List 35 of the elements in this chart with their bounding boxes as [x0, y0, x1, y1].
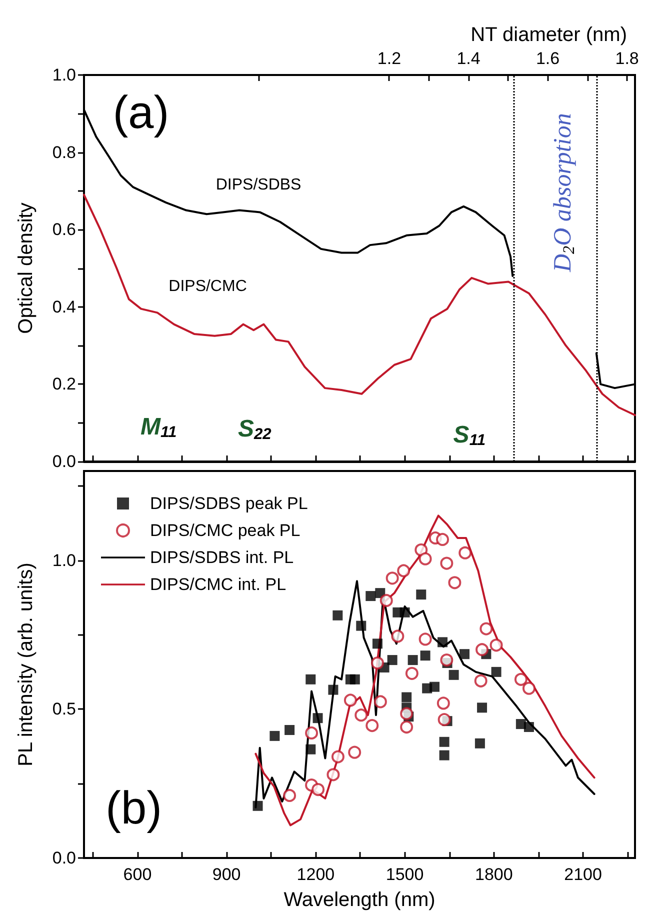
y-tick-label: 0.5: [52, 700, 76, 719]
legend-label: DIPS/SDBS peak PL: [150, 494, 308, 513]
y-tick-label: 0.0: [52, 452, 76, 471]
x-tick-label: 600: [123, 865, 152, 884]
y-tick-label: 0.2: [52, 374, 76, 394]
y-tick-label: 0.8: [52, 142, 76, 162]
annotation: S22: [238, 415, 272, 443]
y-axis-title: Optical density: [15, 202, 37, 334]
x-tick-label: 1500: [386, 865, 424, 884]
y-axis-title: PL intensity (arb. units): [15, 562, 37, 766]
annotation: M11: [140, 414, 177, 441]
x-tick-label: 1200: [296, 865, 335, 884]
x2-tick-label: 1.8: [615, 49, 639, 68]
legend-label: DIPS/CMC peak PL: [150, 521, 300, 540]
y-tick-label: 1.0: [52, 550, 76, 570]
x-axis-title: Wavelength (nm): [284, 889, 436, 911]
legend-label: DIPS/CMC int. PL: [150, 575, 286, 594]
annotation: S11: [453, 421, 486, 449]
x2-tick-label: 1.4: [456, 49, 480, 68]
x2-tick-label: 1.2: [377, 49, 402, 68]
x2-axis-title: NT diameter (nm): [470, 24, 627, 46]
y-tick-label: 0.4: [52, 297, 76, 316]
y-tick-label: 0.6: [52, 220, 76, 240]
x-tick-label: 900: [212, 865, 241, 884]
legend-label: DIPS/SDBS int. PL: [150, 548, 294, 567]
x-tick-label: 2100: [564, 865, 602, 884]
annotation: (a): [112, 86, 170, 138]
series-label: DIPS/CMC: [168, 278, 247, 296]
y-tick-label: 1.0: [52, 66, 76, 84]
series-label: DIPS/SDBS: [216, 176, 302, 194]
annotation: D2O absorption: [550, 113, 578, 274]
y-tick-label: 0.0: [52, 848, 76, 868]
x-tick-label: 1800: [474, 865, 513, 884]
x2-tick-label: 1.6: [536, 49, 560, 68]
annotation: (b): [106, 782, 162, 834]
